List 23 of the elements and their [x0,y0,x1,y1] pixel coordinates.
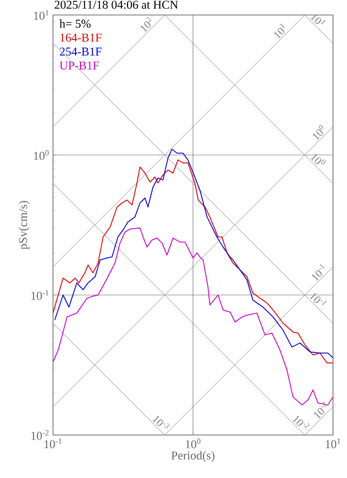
text: UP-B1F [60,62,99,70]
y-tick-label: 10$^{1}$ [34,10,48,20]
x-axis-title: Period(s) [171,451,214,462]
annotation: 10$^{-1}$ [312,264,325,282]
annotation: 10$^{2}$ [140,17,152,32]
y-tick-label: 10$^{-1}$ [31,290,48,300]
annotation: 10$^{1}$ [274,24,286,39]
annotation: 10$^{-1}$ [310,292,326,306]
annotation: 10$^{-2}$ [292,416,310,429]
x-tick-label: 10$^{0}$ [186,438,200,448]
annotation: 10$^{0}$ [312,124,324,140]
x-tick-label: 10$^{1}$ [326,438,340,448]
x-tick-label: 10$^{-1}$ [44,438,62,448]
annotation: 10$^{0}$ [310,154,326,164]
y-axis-title: pSv(cm/s) [18,200,30,250]
text: 164-B1F [60,34,102,42]
chart-title: 2025/11/18 04:06 at HCN [54,0,178,9]
y-tick-label: 10$^{-2}$ [31,430,49,440]
annotation: h= 5% [60,19,91,28]
y-tick-label: 10$^{0}$ [34,150,49,160]
annotation: 10$^{-2}$ [314,402,327,419]
annotation: 10$^{-3}$ [152,416,170,428]
text: 254-B1F [60,48,102,56]
